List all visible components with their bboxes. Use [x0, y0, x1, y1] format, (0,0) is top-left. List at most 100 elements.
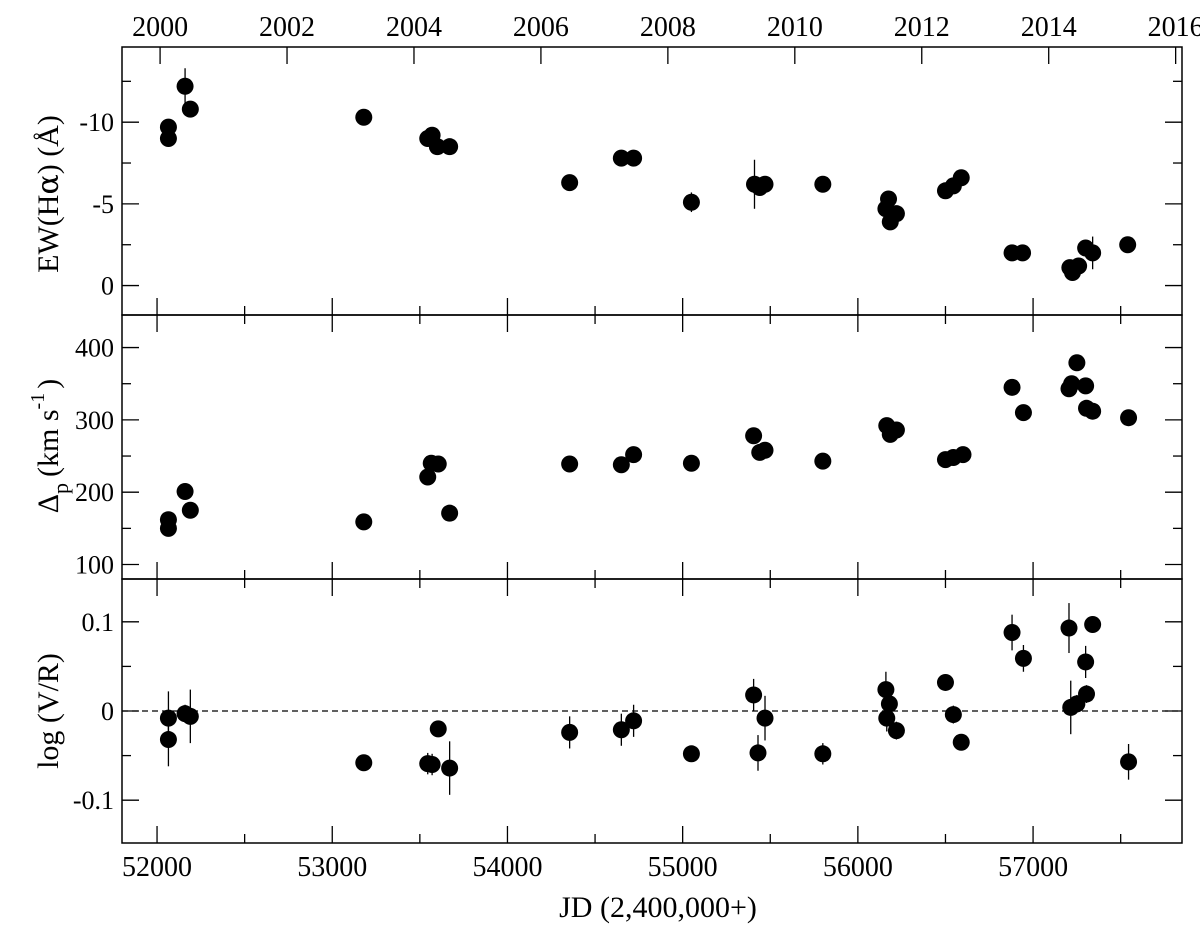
y-axis-title-delta: Δp (km s-1): [27, 379, 73, 513]
top-axis-tick-label: 2010: [767, 12, 823, 43]
y-tick-label: 0: [101, 697, 114, 726]
top-axis-tick-label: 2016: [1148, 12, 1200, 43]
data-point: [176, 482, 194, 500]
y-axis-title-ew: EW(Hα) (Å): [31, 115, 66, 273]
data-point: [355, 513, 373, 531]
y-tick-label: 0.1: [82, 608, 115, 637]
data-point: [1070, 257, 1088, 275]
data-point: [159, 519, 177, 537]
data-point: [561, 455, 579, 473]
axis-ticks: [122, 47, 1182, 843]
data-point: [880, 695, 898, 713]
y-tick-label: -0.1: [73, 786, 114, 815]
data-point: [682, 193, 700, 211]
data-point: [1120, 753, 1138, 771]
y-axis-title-delta-main: Δ: [32, 494, 65, 513]
data-point: [814, 452, 832, 470]
y-axis-title-delta-unit: (km s: [32, 409, 65, 477]
data-point: [749, 744, 767, 762]
data-point: [612, 456, 630, 474]
data-point: [745, 427, 763, 445]
top-axis-tick-label: 2006: [513, 12, 569, 43]
data-point: [159, 130, 177, 148]
data-point: [880, 190, 898, 208]
data-marks: [122, 68, 1182, 795]
data-point: [1120, 409, 1138, 427]
data-point: [181, 501, 199, 519]
data-point: [1077, 653, 1095, 671]
y-tick-label: 0: [101, 272, 114, 301]
data-point: [1014, 244, 1032, 262]
data-point: [441, 504, 459, 522]
top-axis-tick-label: 2002: [259, 12, 315, 43]
data-point: [355, 108, 373, 126]
y-axis-title-ew-greek: α: [31, 174, 66, 194]
x-axis-title: JD (2,400,000+): [559, 891, 757, 924]
data-point: [441, 759, 459, 777]
data-point: [877, 681, 895, 699]
data-point: [625, 446, 643, 464]
data-point: [625, 712, 643, 730]
data-point: [612, 721, 630, 739]
data-point: [181, 100, 199, 118]
data-point: [1063, 375, 1081, 393]
x-tick-label: 52000: [122, 852, 192, 883]
data-point: [756, 441, 774, 459]
data-point: [1084, 402, 1102, 420]
data-point: [1077, 377, 1095, 395]
data-point: [682, 745, 700, 763]
data-point: [429, 455, 447, 473]
data-point: [355, 754, 373, 772]
x-tick-label: 56000: [823, 852, 893, 883]
data-point: [944, 706, 962, 724]
data-point: [1003, 624, 1021, 642]
data-point: [1119, 236, 1137, 254]
data-point: [745, 686, 763, 704]
y-axis-title-ew-tail: ) (Å): [32, 115, 65, 174]
top-axis-tick-label: 2004: [386, 12, 442, 43]
x-tick-label: 53000: [297, 852, 367, 883]
data-point: [423, 756, 441, 774]
top-axis-tick-label: 2014: [1021, 12, 1077, 43]
y-axis-title-delta-sup: -1: [27, 393, 49, 410]
data-point: [176, 77, 194, 95]
y-tick-label: 100: [75, 551, 114, 580]
y-axis-title-ew-main: EW(H: [32, 195, 65, 273]
data-point: [878, 709, 896, 727]
tick-labels: 2000 2002 2004 2006 2008 2010 2012 2014 20165200…: [73, 12, 1200, 883]
x-tick-label: 57000: [998, 852, 1068, 883]
data-point: [756, 175, 774, 193]
data-point: [1084, 615, 1102, 633]
data-point: [682, 454, 700, 472]
y-axis-title-logvr: log (V/R): [32, 653, 65, 769]
data-point: [936, 673, 954, 691]
data-point: [159, 731, 177, 749]
y-tick-label: 200: [75, 478, 114, 507]
y-tick-label: -5: [92, 190, 114, 219]
data-point: [428, 138, 446, 156]
data-point: [429, 720, 447, 738]
y-axis-title-delta-sub: p: [48, 483, 73, 494]
data-point: [952, 733, 970, 751]
panel-frames: [121, 46, 1183, 844]
data-point: [1060, 619, 1078, 637]
data-point: [1078, 685, 1096, 703]
top-axis-tick-label: 2000: [132, 12, 188, 43]
data-point: [756, 709, 774, 727]
data-point: [561, 174, 579, 192]
data-point: [561, 723, 579, 741]
data-point: [1014, 649, 1032, 667]
data-point: [814, 745, 832, 763]
data-point: [1003, 378, 1021, 396]
data-point: [814, 175, 832, 193]
data-point: [1084, 244, 1102, 262]
top-axis-tick-label: 2008: [640, 12, 696, 43]
y-axis-title-delta-close: ): [32, 379, 65, 389]
y-tick-label: -10: [79, 108, 114, 137]
data-point: [954, 446, 972, 464]
x-tick-label: 55000: [648, 852, 718, 883]
data-point: [887, 722, 905, 740]
y-tick-label: 300: [75, 406, 114, 435]
data-point: [612, 149, 630, 167]
